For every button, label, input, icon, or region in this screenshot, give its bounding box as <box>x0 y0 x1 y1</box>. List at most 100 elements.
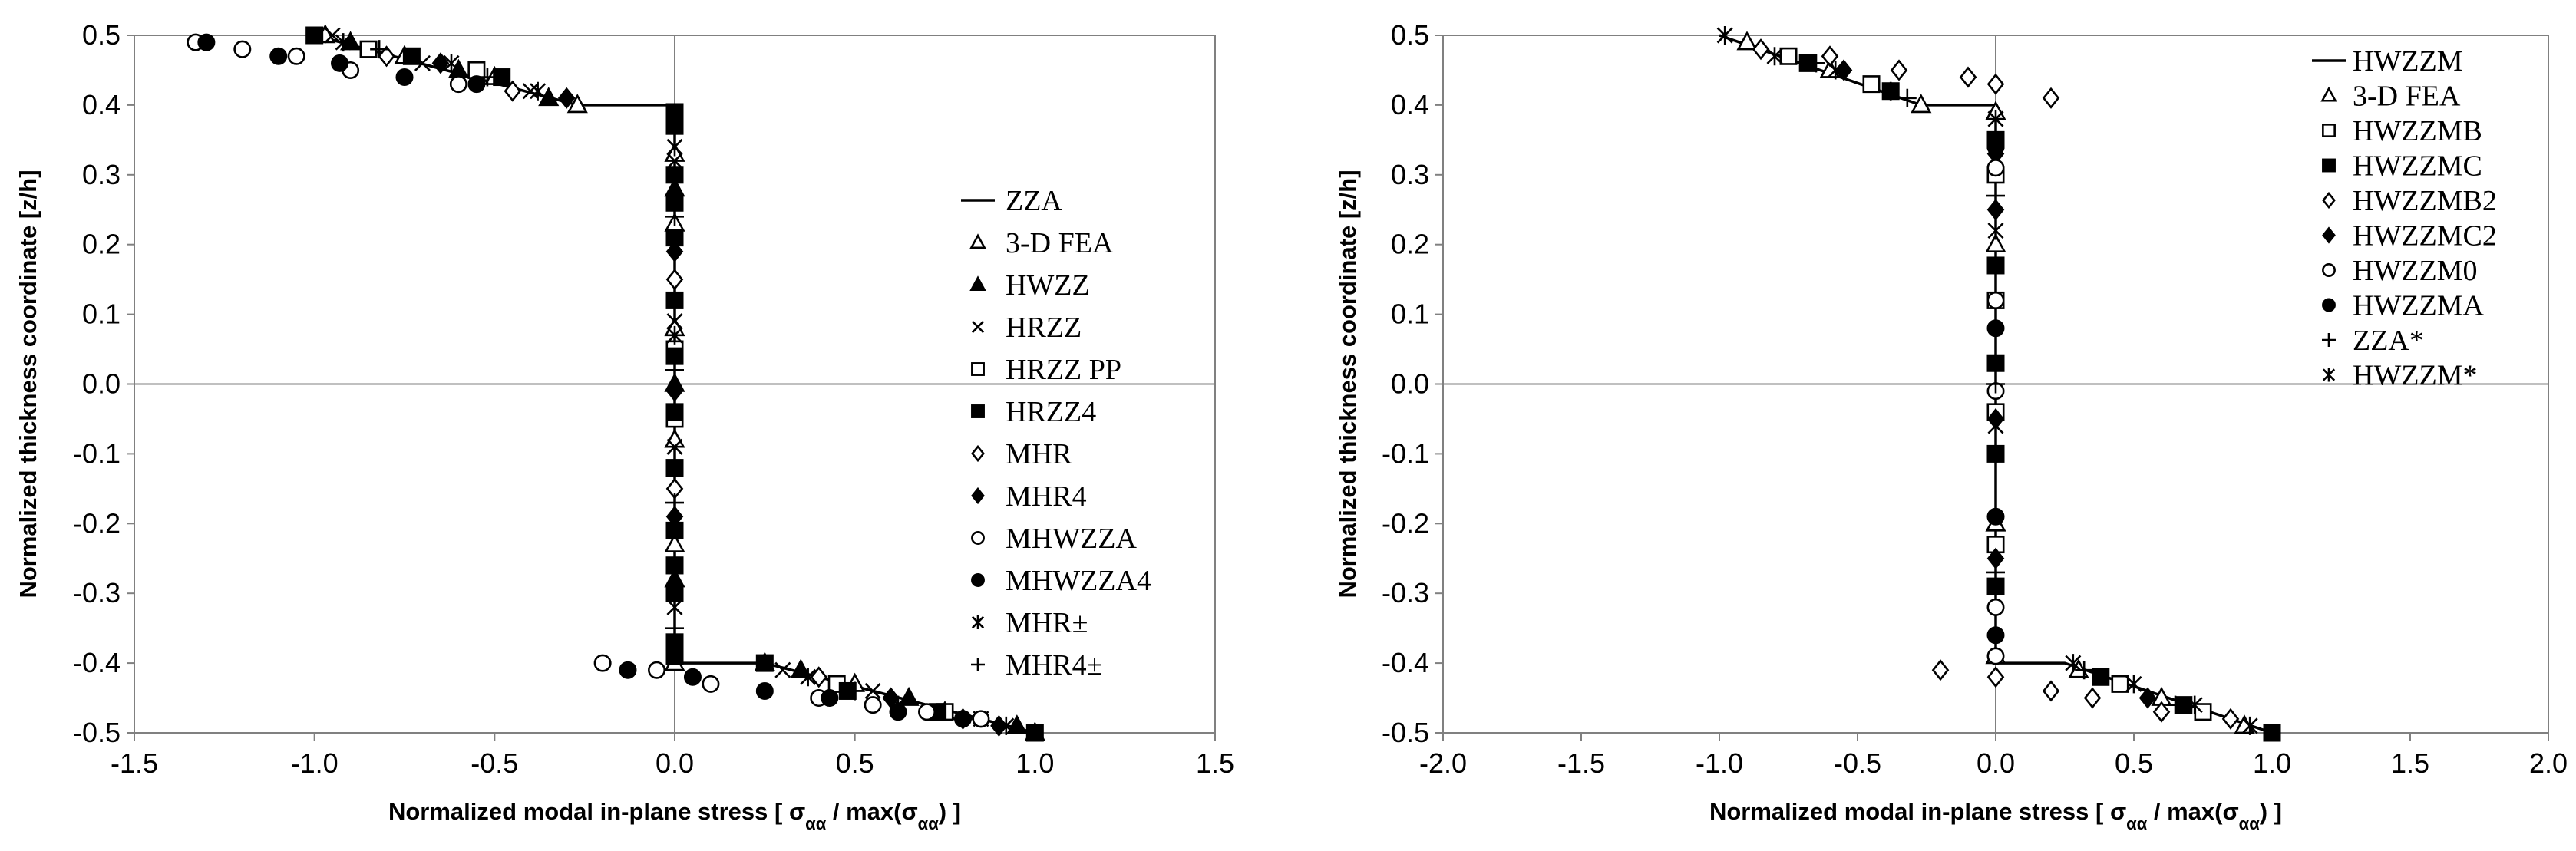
legend-marker <box>971 487 985 505</box>
data-point <box>1779 47 1798 65</box>
data-point <box>370 40 389 59</box>
legend-entry-zzastar: ZZA* <box>2322 325 2424 357</box>
legend-entry-hwzzmb2: HWZZMB2 <box>2322 185 2497 217</box>
legend-label: HRZZ PP <box>1006 354 1121 386</box>
data-point <box>1986 137 2005 156</box>
data-point <box>619 661 637 679</box>
legend-label: ZZA* <box>2353 325 2424 357</box>
legend-marker <box>2322 226 2336 244</box>
data-point <box>665 506 684 528</box>
data-point <box>1986 319 2005 338</box>
data-point <box>665 291 684 309</box>
x-tick-label: 0.0 <box>1977 747 2015 779</box>
data-point <box>467 75 486 94</box>
y-tick-label: -0.4 <box>73 647 121 678</box>
data-point <box>287 47 305 65</box>
data-point <box>443 54 460 73</box>
x-tick-label: -0.5 <box>471 747 518 779</box>
series-mhrpm <box>335 33 1015 735</box>
data-point <box>2166 695 2185 714</box>
series-hwzzmstar <box>1716 26 2258 735</box>
series-mhr4 <box>431 52 1008 737</box>
data-point <box>666 402 683 421</box>
data-point <box>331 54 349 72</box>
legend-marker <box>2322 191 2336 209</box>
y-tick-label: -0.3 <box>73 577 121 609</box>
legend-entry-zza: ZZA <box>961 185 1062 217</box>
x-tick-label: 1.5 <box>1196 747 1234 779</box>
data-point <box>998 716 1015 735</box>
data-point <box>1931 659 1950 681</box>
data-point <box>1986 291 2005 309</box>
data-point <box>335 33 352 52</box>
data-point <box>665 361 684 380</box>
legend-marker <box>971 320 985 334</box>
data-point <box>431 52 450 74</box>
data-point <box>702 675 720 693</box>
legend-entry-hwzzma: HWZZMA <box>2322 290 2485 322</box>
legend-label: MHR4 <box>1006 480 1087 513</box>
legend-marker <box>2322 124 2336 137</box>
legend-marker <box>2322 298 2336 312</box>
legend-entry-mhr4pm: MHR4± <box>971 649 1102 681</box>
legend-label: HWZZM0 <box>2353 255 2478 287</box>
legend-entry-hrzz-pp: HRZZ PP <box>971 354 1121 386</box>
data-point <box>2125 675 2142 694</box>
data-point <box>666 153 683 170</box>
y-tick-label: -0.2 <box>1382 507 1429 539</box>
legend-label: HWZZMA <box>2353 290 2485 322</box>
legend-label: 3-D FEA <box>2353 81 2461 113</box>
legend-entry-mhwzza4: MHWZZA4 <box>971 565 1151 597</box>
data-point <box>648 661 666 679</box>
x-tick-label: 2.0 <box>2529 747 2568 779</box>
data-point <box>2152 701 2171 723</box>
legend-label: HWZZMC2 <box>2353 220 2497 252</box>
x-tick-label: -1.0 <box>291 747 339 779</box>
legend-marker <box>971 573 985 587</box>
legend-marker <box>969 233 986 249</box>
data-point <box>665 618 684 638</box>
data-point <box>665 240 684 262</box>
data-point <box>666 584 683 603</box>
data-point <box>2241 716 2258 735</box>
left-chart: -1.5 -1.0 -0.5 0.0 0.5 1.0 1.5 0.5 0.4 0.3 0.2 0.1 0… <box>15 19 1234 833</box>
data-point <box>1986 256 2005 275</box>
data-point <box>2042 680 2060 702</box>
data-point <box>593 654 612 672</box>
data-point <box>402 47 421 65</box>
data-point <box>665 380 684 402</box>
data-point <box>504 80 522 102</box>
data-point <box>845 681 864 701</box>
legend-label: HWZZMC <box>2353 150 2482 183</box>
x-tick-label: -1.5 <box>1557 747 1605 779</box>
x-tick-label: 1.5 <box>2391 747 2429 779</box>
legend: ZZA 3-D FEA HWZZ HRZZ HRZZ PP HRZZ4 MHR MHR4 MHW… <box>961 185 1151 681</box>
x-tick-label: 0.5 <box>2115 747 2153 779</box>
x-axis-label: Normalized modal in-plane stress [ σαα /… <box>1709 798 2282 833</box>
data-point <box>1986 354 2005 372</box>
series-hwzzmc <box>1798 54 2281 742</box>
legend-entry-hwzzm: HWZZM <box>2312 45 2463 78</box>
legend-marker <box>2322 158 2336 173</box>
legend-entry-3-d-fea: 3-D FEA <box>969 227 1114 259</box>
data-point <box>666 438 683 455</box>
x-tick-label: 1.0 <box>1016 747 1054 779</box>
data-point <box>1986 159 2005 177</box>
x-tick-label: 1.0 <box>2253 747 2291 779</box>
legend-entry-hwzzmstar: HWZZM* <box>2322 360 2478 392</box>
data-point <box>2111 675 2129 693</box>
data-point <box>1807 54 1825 73</box>
y-tick-label: -0.1 <box>1382 437 1429 469</box>
data-point <box>449 75 467 94</box>
data-point <box>1862 75 1881 94</box>
data-point <box>1986 647 2005 665</box>
data-point <box>305 26 324 45</box>
data-point <box>477 68 497 87</box>
data-point <box>665 207 684 226</box>
data-point <box>864 682 881 699</box>
series-mhwzza <box>187 33 990 728</box>
y-axis-label: Normalized thickness coordinate [z/h] <box>15 170 41 598</box>
series-hwzzmb2 <box>1752 38 2240 730</box>
y-tick-label: 0.4 <box>1391 89 1429 120</box>
data-point <box>324 27 341 44</box>
